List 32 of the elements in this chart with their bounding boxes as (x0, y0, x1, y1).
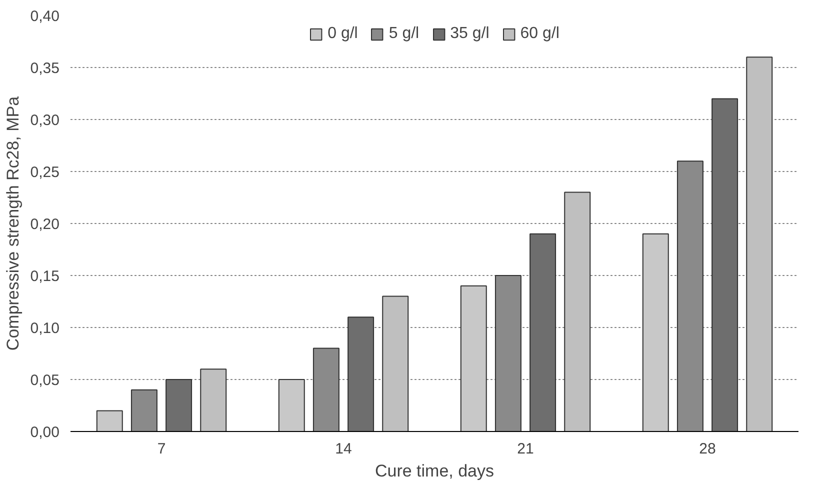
bar (166, 379, 192, 432)
legend-label: 60 g/l (520, 25, 560, 43)
bar (564, 192, 591, 432)
bar (382, 296, 409, 432)
y-tick-label: 0,05 (30, 372, 60, 389)
legend-label: 0 g/l (328, 25, 358, 43)
y-tick-label: 0,15 (30, 268, 60, 285)
bar (96, 410, 123, 432)
bar (746, 56, 773, 432)
y-tick-label: 0,35 (30, 60, 60, 77)
legend-label: 35 g/l (450, 25, 490, 43)
x-tick-label: 21 (517, 440, 534, 458)
y-tick-label: 0,10 (30, 320, 60, 337)
bar (278, 379, 305, 432)
y-tick-label: 0,00 (30, 424, 60, 441)
bar (348, 316, 374, 432)
y-tick-label: 0,20 (30, 216, 60, 233)
y-axis-title: Compressive strength Rc28, MPa (3, 96, 22, 351)
bar (642, 233, 669, 432)
bar (130, 389, 158, 432)
x-tick-label: 28 (699, 440, 716, 458)
bar (530, 233, 556, 432)
x-axis-title: Cure time, days (374, 462, 494, 480)
y-tick-label: 0,30 (30, 112, 60, 129)
x-tick-label: 14 (335, 440, 352, 458)
x-tick-label: 7 (157, 440, 166, 458)
legend-label: 5 g/l (388, 25, 420, 43)
bar (200, 368, 227, 432)
y-tick-label: 0,25 (30, 164, 60, 181)
bar (460, 285, 487, 432)
y-tick-label: 0,40 (30, 8, 60, 25)
bar (712, 98, 738, 432)
